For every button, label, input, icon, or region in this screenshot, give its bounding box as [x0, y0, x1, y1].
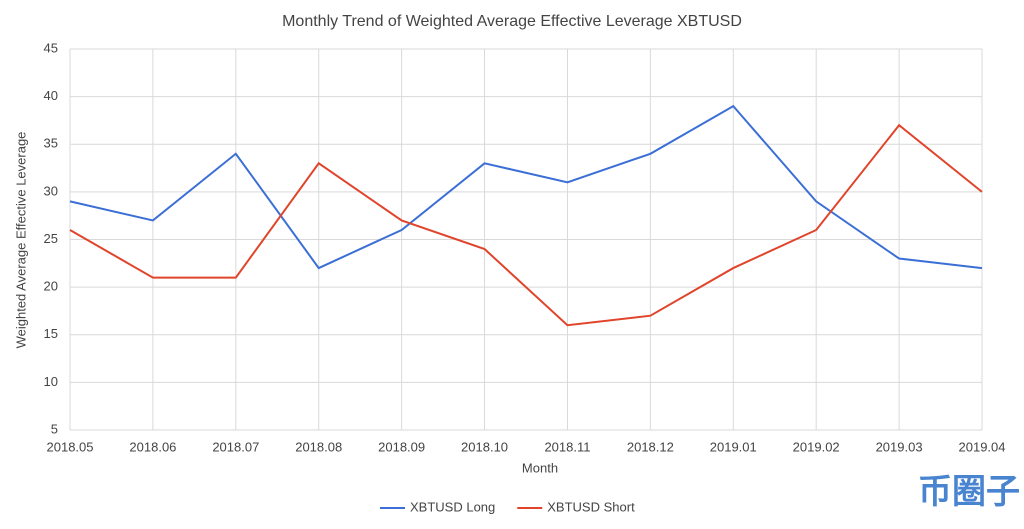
x-tick-label: 2018.12: [627, 439, 674, 454]
y-axis-label: Weighted Average Effective Leverage: [13, 132, 28, 349]
x-tick-label: 2019.01: [710, 439, 757, 454]
x-tick-label: 2019.04: [959, 439, 1006, 454]
y-tick-label: 30: [44, 183, 58, 198]
y-tick-label: 20: [44, 279, 58, 294]
x-tick-label: 2018.11: [544, 439, 590, 454]
legend-label: XBTUSD Short: [547, 499, 635, 514]
x-tick-label: 2018.09: [378, 439, 425, 454]
y-tick-label: 40: [44, 88, 58, 103]
x-tick-label: 2018.05: [47, 439, 94, 454]
y-tick-label: 15: [44, 326, 58, 341]
y-tick-label: 45: [44, 40, 58, 55]
x-tick-label: 2018.10: [461, 439, 508, 454]
chart-title: Monthly Trend of Weighted Average Effect…: [282, 13, 742, 30]
x-tick-label: 2019.03: [876, 439, 923, 454]
x-tick-label: 2018.08: [295, 439, 342, 454]
legend-label: XBTUSD Long: [410, 499, 495, 514]
y-tick-label: 5: [51, 421, 58, 436]
x-tick-label: 2019.02: [793, 439, 840, 454]
y-tick-label: 25: [44, 231, 58, 246]
series-line: [69, 104, 983, 270]
series-line: [69, 123, 983, 327]
y-tick-label: 35: [44, 136, 58, 151]
watermark: 币圈子: [918, 473, 1020, 511]
x-tick-label: 2018.07: [212, 439, 259, 454]
y-tick-label: 10: [44, 374, 58, 389]
x-axis-label: Month: [522, 460, 558, 475]
x-tick-label: 2018.06: [129, 439, 176, 454]
